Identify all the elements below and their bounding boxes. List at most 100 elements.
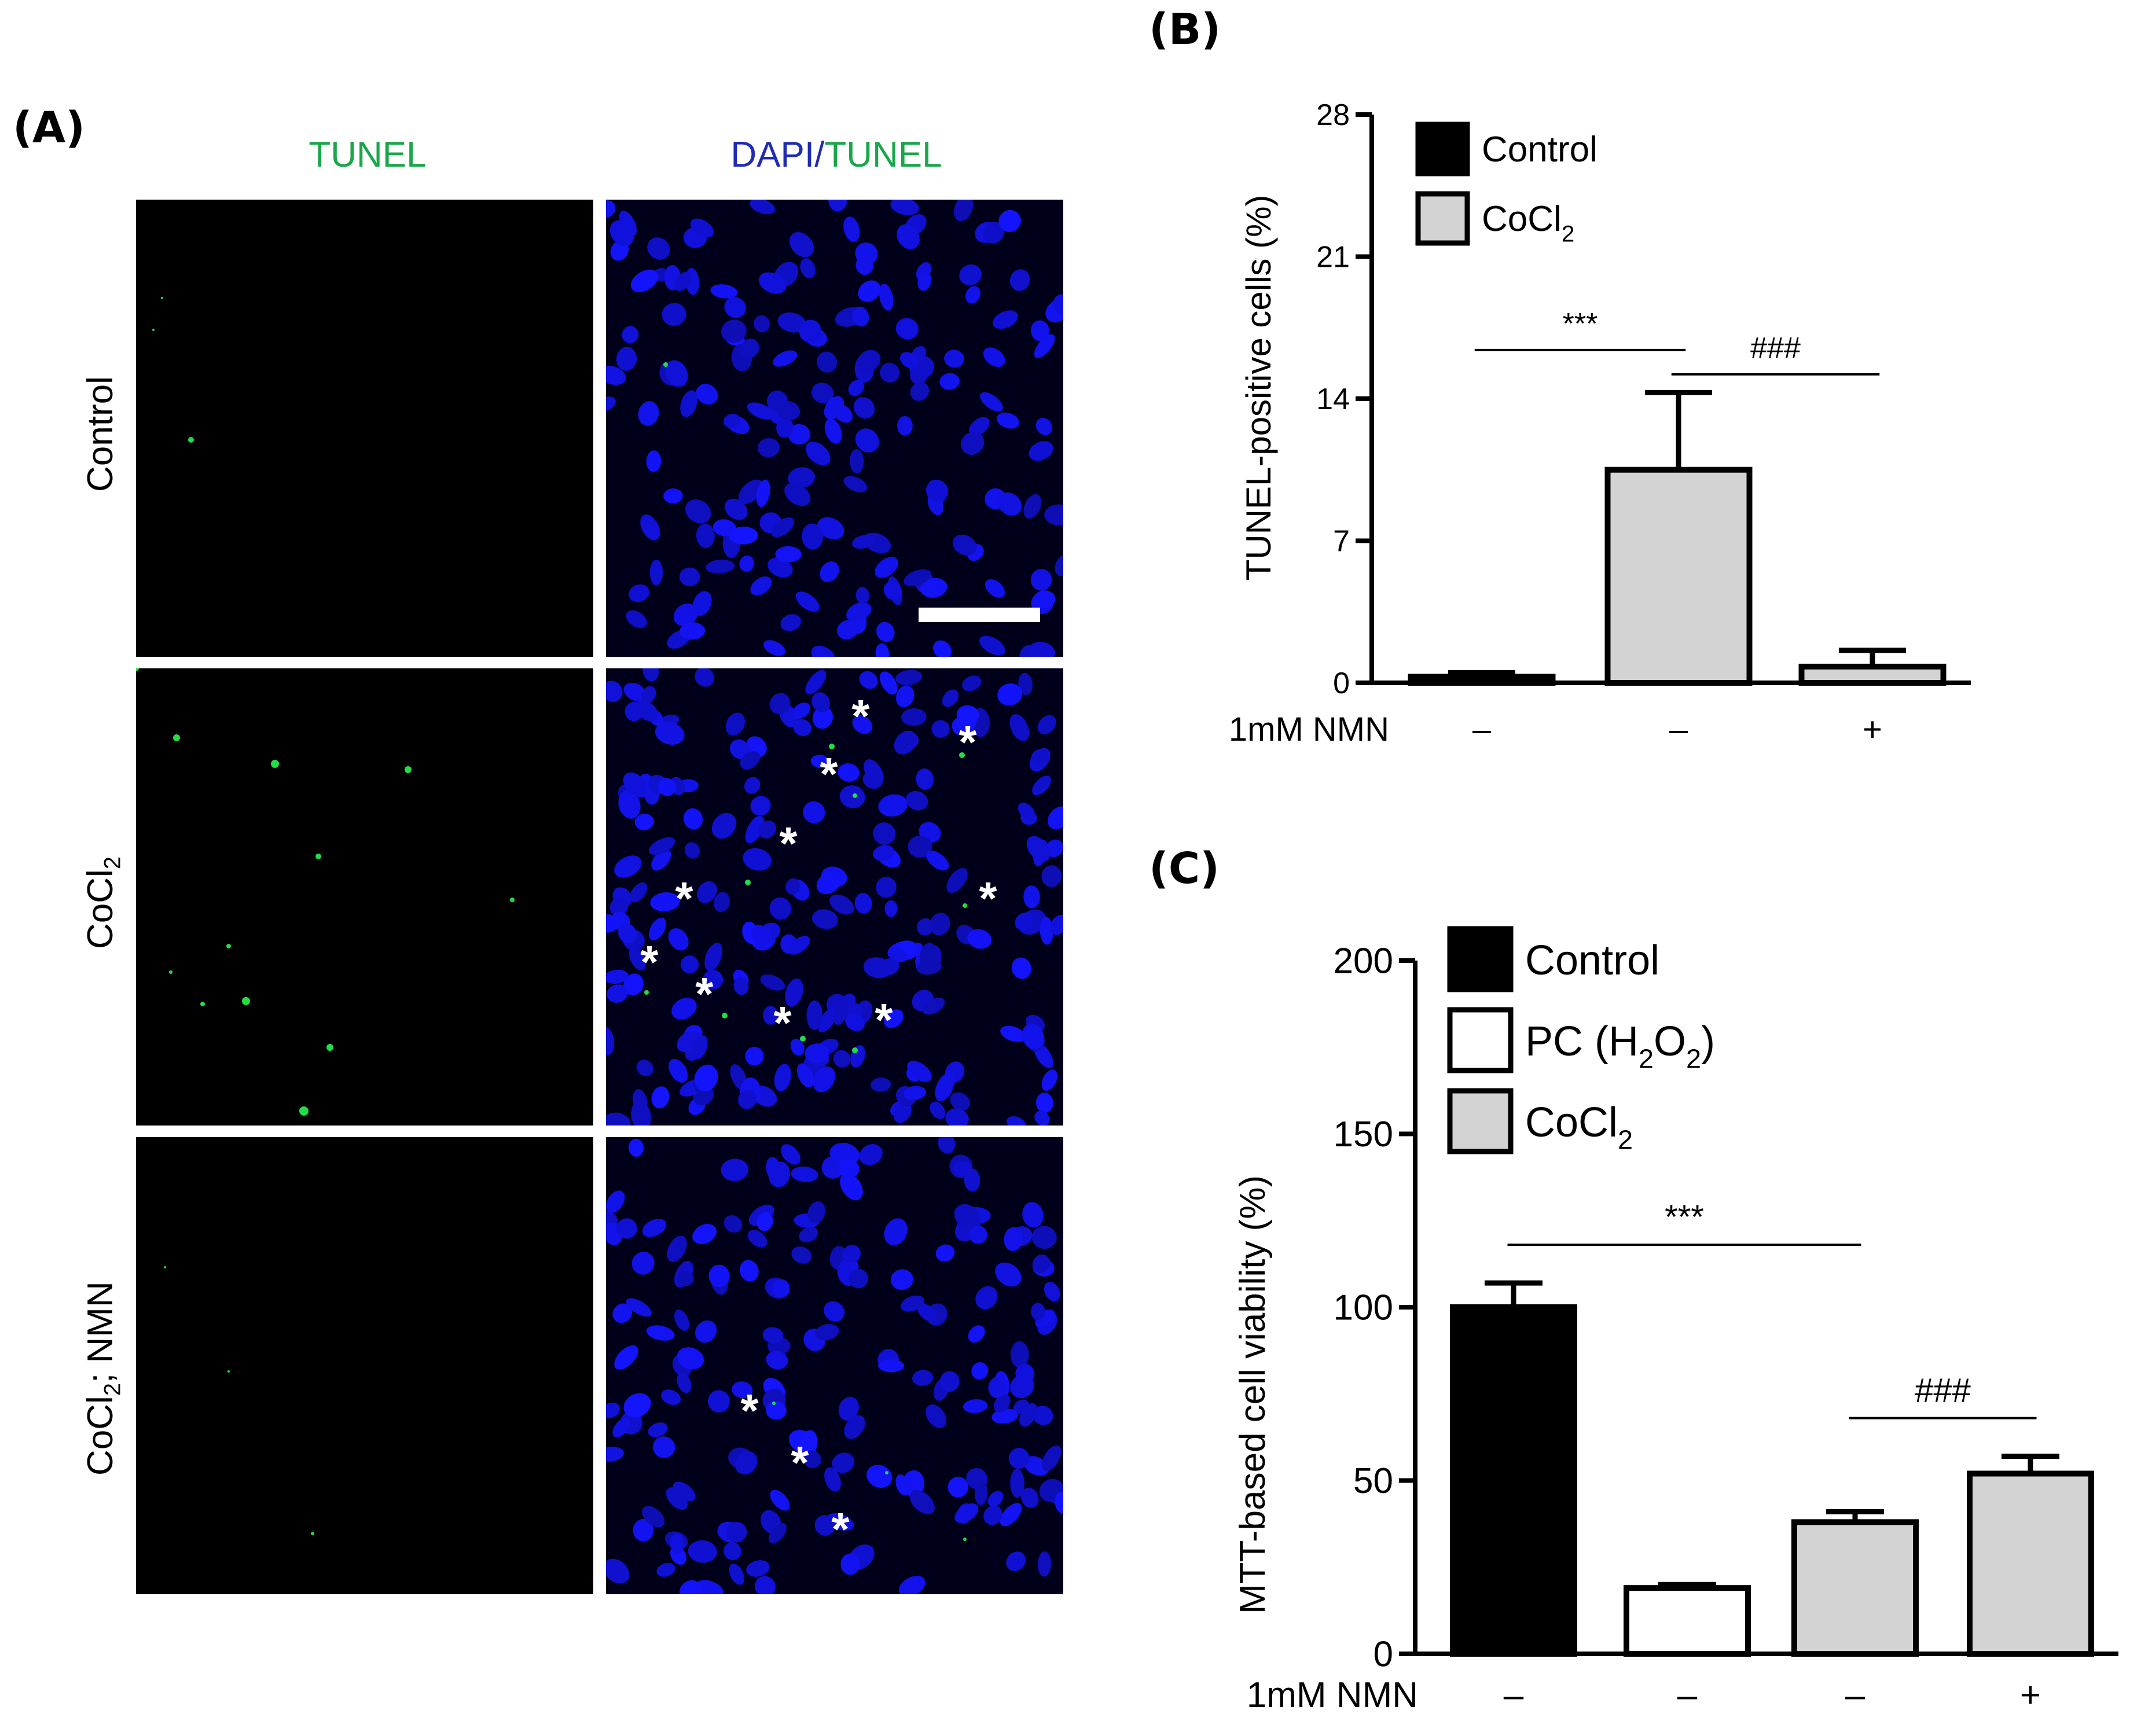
row-label-cocl2-main: CoCl: [80, 869, 120, 949]
nucleus: [829, 894, 854, 915]
nucleus: [1053, 294, 1063, 315]
nucleus: [788, 467, 816, 488]
nucleus: [880, 362, 900, 383]
nucleus: [612, 1418, 631, 1437]
nucleus: [766, 1401, 787, 1420]
nucleus: [606, 914, 619, 933]
nucleus: [902, 1470, 925, 1497]
nucleus: [953, 1161, 973, 1177]
xrow-value: –: [1845, 1675, 1865, 1715]
nucleus: [961, 432, 985, 455]
panel-b-letter: (B): [1149, 5, 1221, 54]
nucleus: [1019, 1403, 1038, 1427]
nucleus: [803, 801, 825, 823]
nucleus: [833, 1001, 849, 1025]
nucleus: [630, 269, 659, 293]
nucleus: [733, 977, 749, 995]
nucleus: [732, 1381, 753, 1399]
chart-c-ylabel: MTT-based cell viability (%): [1233, 1175, 1273, 1614]
nucleus: [650, 892, 680, 912]
nucleus: [850, 448, 864, 474]
nucleus: [1010, 1341, 1029, 1369]
nucleus: [618, 923, 637, 944]
nucleus: [799, 1226, 818, 1242]
nucleus: [795, 591, 820, 612]
nucleus: [926, 850, 949, 871]
nucleus: [606, 1447, 624, 1462]
legend-text: CoCl: [1525, 1099, 1618, 1146]
nucleus: [743, 848, 772, 871]
nucleus: [840, 1173, 863, 1201]
nucleus: [884, 1218, 908, 1246]
nucleus: [813, 1066, 836, 1093]
row-label-cocl2-nmn-sub: 2: [100, 1382, 126, 1396]
nucleus: [684, 842, 700, 859]
y-tick-label: 150: [1334, 1115, 1393, 1154]
nucleus: [769, 693, 791, 715]
nucleus: [614, 855, 642, 878]
legend-item-swatch: [1415, 191, 1470, 246]
row-label-cocl2: CoCl2: [80, 856, 126, 949]
nucleus: [975, 1286, 998, 1310]
tile-merge-cocl2: * * * * * * * * * *: [606, 668, 1063, 1126]
legend-item-label: CoCl2: [1525, 1099, 1633, 1155]
nucleus: [662, 303, 686, 326]
nucleus: [922, 997, 945, 1015]
nucleus: [912, 1370, 934, 1386]
nucleus: [711, 812, 737, 839]
nucleus: [1031, 749, 1049, 767]
nucleus: [750, 576, 772, 596]
col-title-dapi-tunel: DAPI/TUNEL: [608, 134, 1065, 175]
nucleus: [631, 1101, 651, 1126]
tunel-dot: [852, 1047, 858, 1053]
nucleus: [606, 1190, 625, 1213]
nucleus: [857, 350, 881, 372]
nucleus: [962, 675, 982, 692]
nucleus: [623, 1393, 651, 1418]
nucleus: [932, 640, 952, 657]
nucleus: [875, 557, 898, 578]
nucleus: [1050, 914, 1063, 935]
legend-item-swatch: [1415, 122, 1470, 176]
nucleus: [766, 1351, 788, 1370]
nucleus: [606, 1402, 620, 1418]
nucleus: [721, 319, 747, 343]
row-label-cocl2-nmn-main: CoCl: [80, 1396, 120, 1476]
nucleus: [606, 365, 626, 385]
nucleus: [740, 339, 759, 359]
nucleus: [846, 602, 872, 622]
nucleus: [910, 382, 930, 401]
nucleus: [729, 1564, 744, 1585]
nucleus: [658, 778, 676, 796]
positive-cell-marker: *: [740, 1385, 759, 1436]
nucleus: [876, 621, 895, 642]
nucleus: [640, 514, 660, 540]
nucleus: [965, 286, 980, 304]
tunel-dot: [152, 329, 155, 331]
nucleus: [896, 685, 915, 708]
nucleus: [788, 936, 810, 955]
nucleus: [744, 777, 761, 794]
nucleus: [680, 622, 706, 640]
nucleus: [723, 413, 740, 428]
nucleus: [926, 480, 949, 502]
nucleus: [824, 1301, 845, 1322]
nucleus: [666, 1487, 688, 1510]
nucleus: [757, 437, 780, 458]
nucleus: [642, 1219, 667, 1237]
tunel-dot: [188, 437, 194, 443]
tunel-dot: [242, 997, 250, 1005]
significance-label: ###: [1750, 332, 1801, 365]
bar: [1408, 674, 1556, 686]
nucleus: [708, 1264, 730, 1288]
nucleus: [952, 534, 977, 556]
nucleus: [612, 1303, 633, 1323]
nucleus: [811, 382, 834, 403]
nucleus: [776, 417, 794, 438]
nucleus: [677, 1372, 692, 1393]
nucleus: [969, 417, 990, 436]
nucleus: [799, 319, 821, 343]
nucleus: [692, 591, 712, 616]
nucleus: [894, 730, 917, 755]
nucleus: [641, 686, 656, 704]
